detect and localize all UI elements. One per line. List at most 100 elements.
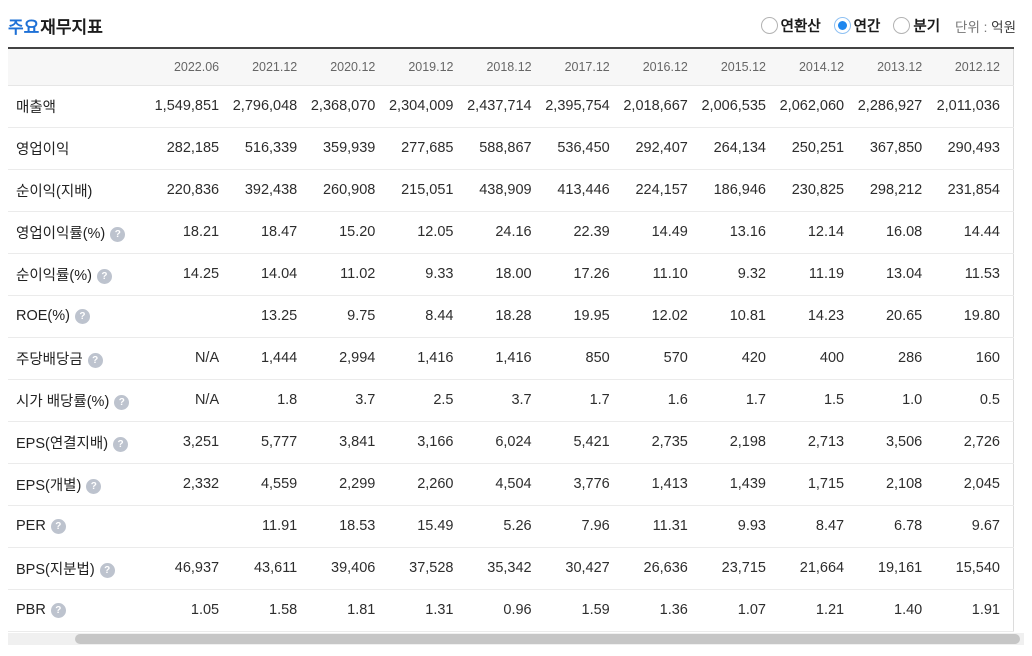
table-cell: 18.21 (154, 211, 233, 254)
table-cell: 588,867 (466, 127, 545, 170)
table-cell: 1.7 (700, 379, 779, 422)
table-cell: 536,450 (544, 127, 623, 170)
radio-quarterly[interactable]: 분기 (893, 15, 940, 36)
row-label: 매출액 (8, 85, 154, 128)
table-cell: 1.58 (232, 589, 311, 632)
help-icon[interactable]: ? (110, 226, 126, 242)
column-header: 2022.06 (154, 48, 233, 86)
table-cell: 1.40 (857, 589, 936, 632)
table-cell: 12.02 (622, 295, 701, 338)
table-cell: 570 (622, 337, 701, 380)
table-cell: 2,395,754 (544, 85, 623, 128)
table-row: PBR? 1.05 1.58 1.81 1.31 0.96 1.59 1.36 1.07 1.21… (8, 589, 1014, 632)
table-cell: 215,051 (388, 169, 467, 212)
help-icon[interactable]: ? (99, 562, 115, 578)
help-icon[interactable]: ? (96, 268, 112, 284)
table-cell: 3,166 (388, 421, 467, 464)
row-label-text: 순이익률(%) (16, 267, 92, 284)
table-cell: 3.7 (310, 379, 389, 422)
table-cell: 3,776 (544, 463, 623, 506)
help-icon[interactable]: ? (74, 309, 90, 324)
table-cell: 8.44 (388, 295, 467, 338)
table-cell: 2,304,009 (388, 85, 467, 128)
column-header: 2021.12 (232, 48, 311, 86)
table-cell: 220,836 (154, 169, 233, 212)
table-cell: 18.53 (310, 505, 389, 548)
column-header: 2016.12 (622, 48, 701, 86)
table-cell: 4,559 (232, 463, 311, 506)
table-cell: 1.31 (388, 589, 467, 632)
table-cell: 1.8 (232, 379, 311, 422)
table-cell: 2,713 (779, 421, 858, 464)
row-label-text: 영업이익률(%) (16, 225, 106, 242)
table-cell: 298,212 (857, 169, 936, 212)
row-label: EPS(연결지배)? (8, 421, 154, 464)
help-icon[interactable]: ? (113, 436, 129, 452)
table-cell: 1,549,851 (154, 85, 233, 128)
table-cell: 0.5 (935, 379, 1014, 422)
table-cell: 250,251 (779, 127, 858, 170)
radio-annual[interactable]: 연간 (833, 15, 881, 36)
help-icon[interactable]: ? (114, 394, 130, 410)
page-title-accent: 주요 (8, 18, 40, 37)
table-cell: N/A (154, 379, 233, 422)
table-cell: 2,437,714 (466, 85, 545, 128)
column-header: 2017.12 (544, 48, 623, 86)
table-cell (154, 505, 233, 548)
row-label-text: ROE(%) (16, 308, 70, 324)
table-cell (154, 295, 233, 338)
horizontal-scrollbar[interactable] (8, 632, 1024, 645)
table-cell: 400 (779, 337, 858, 380)
table-cell: 6,024 (466, 421, 545, 464)
table-cell: N/A (154, 337, 233, 380)
table-cell: 2,368,070 (310, 85, 389, 128)
table-cell: 20.65 (857, 295, 936, 338)
table-cell: 1.05 (154, 589, 233, 632)
column-header: 2015.12 (700, 48, 779, 86)
table-cell: 2,286,927 (857, 85, 936, 128)
period-controls: 연환산 연간 분기 단위 : 억원 (760, 15, 1016, 36)
table-cell: 224,157 (622, 169, 701, 212)
table-cell: 18.47 (232, 211, 311, 254)
row-label: 영업이익 (8, 127, 154, 170)
table-cell: 1.5 (779, 379, 858, 422)
unit-prefix: 단위 : (955, 19, 988, 35)
table-head: 2022.06 2021.12 2020.12 2019.12 2018.12 2017.… (8, 48, 1014, 86)
table-cell: 3,841 (310, 421, 389, 464)
unit-value: 억원 (991, 19, 1016, 35)
table-cell: 1.7 (544, 379, 623, 422)
radio-annualized[interactable]: 연환산 (760, 15, 821, 36)
table-cell: 15,540 (935, 547, 1014, 590)
row-label-text: BPS(지분법) (16, 561, 95, 578)
table-cell: 4,504 (466, 463, 545, 506)
table-row: 순이익(지배) 220,836 392,438 260,908 215,051 438,9… (8, 169, 1014, 212)
table-cell: 290,493 (935, 127, 1014, 170)
table-cell: 2,726 (935, 421, 1014, 464)
table-cell: 2,018,667 (622, 85, 701, 128)
table-cell: 12.14 (779, 211, 858, 254)
table-cell: 5,421 (544, 421, 623, 464)
row-label: 순이익(지배) (8, 169, 154, 212)
table-cell: 186,946 (700, 169, 779, 212)
column-header-row: 2022.06 2021.12 2020.12 2019.12 2018.12 2017.… (8, 48, 1014, 86)
table-body: 매출액 1,549,851 2,796,048 2,368,070 2,304,009 2… (8, 85, 1014, 632)
table-cell: 14.04 (232, 253, 311, 296)
table-cell: 9.93 (700, 505, 779, 548)
help-icon[interactable]: ? (50, 519, 66, 534)
scrollbar-thumb[interactable] (75, 633, 1020, 644)
table-row: EPS(개별)? 2,332 4,559 2,299 2,260 4,504 3,776 1,… (8, 463, 1014, 506)
help-icon[interactable]: ? (50, 603, 66, 618)
table-cell: 3,506 (857, 421, 936, 464)
help-icon[interactable]: ? (87, 352, 103, 368)
row-label: BPS(지분법)? (8, 547, 154, 590)
table-cell: 37,528 (388, 547, 467, 590)
table-row: 순이익률(%)? 14.25 14.04 11.02 9.33 18.00 17.26 11.… (8, 253, 1014, 296)
topbar: 주요재무지표 연환산 연간 분기 단위 : 억원 (8, 9, 1024, 42)
row-label-text: PER (16, 518, 46, 534)
help-icon[interactable]: ? (86, 478, 102, 494)
column-header: 2012.12 (935, 48, 1014, 86)
table-cell: 19,161 (857, 547, 936, 590)
row-label: 시가 배당률(%)? (8, 379, 154, 422)
table-cell: 3.7 (466, 379, 545, 422)
radio-annual-label: 연간 (853, 19, 881, 35)
